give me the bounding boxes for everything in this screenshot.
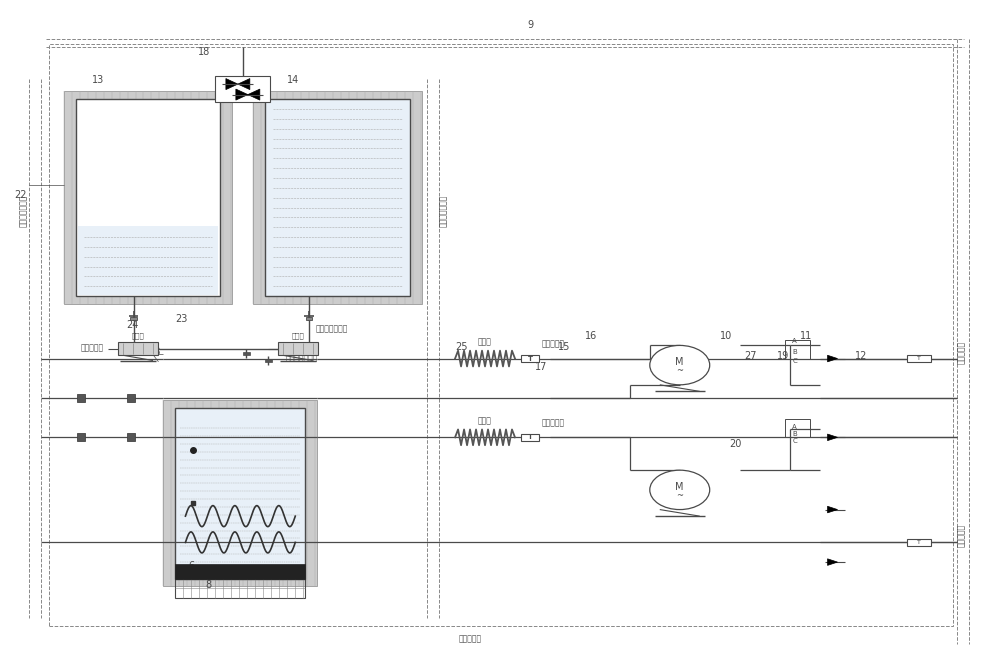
Bar bbox=[77, 394, 85, 402]
Text: A: A bbox=[792, 338, 797, 344]
Bar bbox=[785, 340, 810, 359]
Text: 温度传感器: 温度传感器 bbox=[458, 634, 482, 643]
Text: 12: 12 bbox=[855, 351, 867, 361]
Text: 增压泵: 增压泵 bbox=[291, 332, 304, 339]
Text: 6: 6 bbox=[188, 561, 195, 570]
Text: 13: 13 bbox=[92, 75, 105, 85]
Polygon shape bbox=[828, 434, 838, 441]
Bar bbox=[77, 434, 85, 442]
Text: M: M bbox=[676, 357, 684, 367]
Text: 温度传感器: 温度传感器 bbox=[957, 340, 966, 363]
Bar bbox=[76, 99, 220, 296]
Text: C: C bbox=[792, 358, 797, 364]
Text: M: M bbox=[676, 482, 684, 492]
Text: 低液位补充管路: 低液位补充管路 bbox=[315, 324, 348, 334]
Text: 18: 18 bbox=[198, 47, 211, 57]
Bar bbox=[521, 434, 539, 441]
Text: 9: 9 bbox=[527, 20, 533, 30]
Bar bbox=[127, 434, 135, 442]
Bar bbox=[175, 564, 305, 578]
Text: T: T bbox=[527, 434, 532, 440]
Bar bbox=[49, 44, 953, 626]
Bar bbox=[907, 355, 931, 362]
Bar bbox=[127, 394, 135, 402]
Bar bbox=[785, 419, 810, 438]
Text: 11: 11 bbox=[800, 331, 812, 341]
Text: 高液位排出管路: 高液位排出管路 bbox=[19, 195, 28, 227]
Polygon shape bbox=[226, 78, 238, 89]
Text: 27: 27 bbox=[745, 351, 757, 361]
Text: 温度传感器: 温度传感器 bbox=[957, 524, 966, 547]
Bar bbox=[243, 352, 250, 355]
Text: 23: 23 bbox=[175, 315, 188, 324]
Bar bbox=[278, 342, 318, 355]
Text: T: T bbox=[527, 355, 532, 361]
Text: 高液位排出管路: 高液位排出管路 bbox=[439, 195, 448, 227]
Text: 加热器: 加热器 bbox=[478, 337, 492, 346]
Text: B: B bbox=[792, 431, 797, 437]
Text: B: B bbox=[792, 349, 797, 355]
Bar bbox=[118, 342, 158, 355]
Bar bbox=[253, 91, 422, 304]
Text: 17: 17 bbox=[535, 362, 547, 372]
Polygon shape bbox=[828, 355, 838, 362]
Text: ~: ~ bbox=[676, 491, 683, 499]
Bar bbox=[64, 91, 232, 304]
Text: 两位两通电磁阀: 两位两通电磁阀 bbox=[285, 353, 318, 362]
Text: 28: 28 bbox=[148, 347, 161, 357]
Bar bbox=[265, 99, 410, 296]
Text: ~: ~ bbox=[676, 366, 683, 375]
Text: 8: 8 bbox=[205, 580, 212, 590]
Polygon shape bbox=[238, 78, 250, 89]
Circle shape bbox=[650, 470, 710, 509]
Text: A: A bbox=[792, 424, 797, 430]
Text: 16: 16 bbox=[585, 331, 597, 341]
Text: 20: 20 bbox=[730, 439, 742, 449]
Polygon shape bbox=[236, 89, 248, 100]
Text: 温度传感器: 温度传感器 bbox=[542, 340, 565, 349]
Text: 14: 14 bbox=[287, 75, 299, 85]
Text: 24: 24 bbox=[126, 320, 139, 330]
Text: 25: 25 bbox=[455, 342, 468, 352]
Circle shape bbox=[650, 345, 710, 385]
Bar bbox=[78, 226, 218, 295]
Text: 22: 22 bbox=[14, 190, 27, 199]
Text: 增压泵: 增压泵 bbox=[132, 332, 144, 339]
Text: 10: 10 bbox=[720, 331, 732, 341]
Polygon shape bbox=[828, 559, 838, 565]
Bar bbox=[175, 408, 305, 578]
Text: C: C bbox=[792, 438, 797, 444]
Text: T: T bbox=[917, 540, 921, 545]
Bar bbox=[163, 400, 317, 586]
Bar bbox=[265, 359, 272, 362]
Polygon shape bbox=[248, 89, 260, 100]
Text: 15: 15 bbox=[558, 342, 570, 352]
Text: 温度传感器: 温度传感器 bbox=[81, 343, 104, 352]
Polygon shape bbox=[828, 506, 838, 513]
Bar bbox=[907, 539, 931, 545]
Text: 温度传感器: 温度传感器 bbox=[542, 418, 565, 428]
Bar bbox=[175, 578, 305, 598]
Bar bbox=[306, 317, 312, 320]
Bar bbox=[521, 355, 539, 362]
Text: 加热器: 加热器 bbox=[478, 416, 492, 425]
Text: 电磁阀: 电磁阀 bbox=[285, 343, 299, 352]
Text: 19: 19 bbox=[777, 351, 789, 361]
Text: T: T bbox=[917, 356, 921, 361]
Bar bbox=[215, 76, 270, 103]
Bar bbox=[130, 317, 137, 320]
